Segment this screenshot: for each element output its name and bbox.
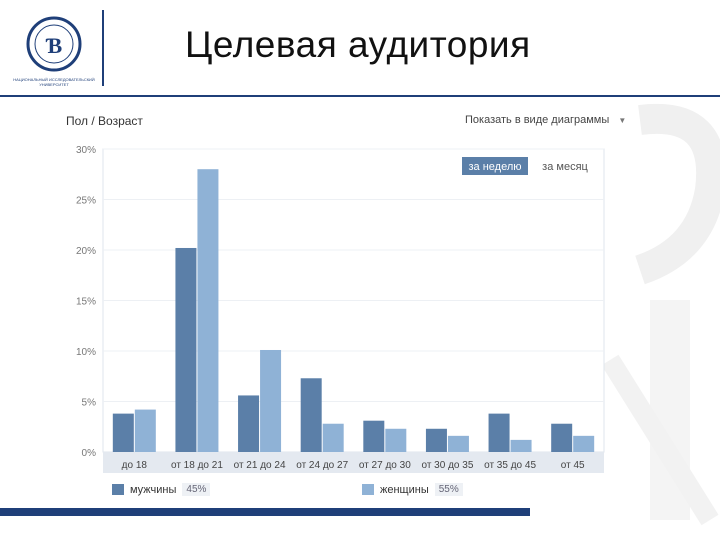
y-tick-label: 30%	[76, 145, 96, 156]
bar-men[interactable]	[300, 378, 322, 452]
x-axis-band	[103, 452, 604, 473]
tab-label: за месяц	[542, 161, 588, 173]
bar-women[interactable]	[322, 423, 344, 452]
legend-men[interactable]: мужчины 45%	[112, 483, 211, 496]
bar-men[interactable]	[488, 413, 510, 452]
footer-bar	[0, 508, 530, 516]
bar-men[interactable]	[363, 420, 385, 452]
y-tick-label: 25%	[76, 196, 96, 207]
y-tick-label: 20%	[76, 246, 96, 257]
bar-women[interactable]	[197, 169, 219, 452]
bar-women[interactable]	[510, 439, 532, 452]
tab-label: за неделю	[468, 161, 521, 173]
legend-men-label: мужчины	[130, 483, 177, 496]
chevron-down-icon: ▼	[618, 116, 627, 125]
bar-men[interactable]	[425, 428, 447, 452]
y-tick-label: 5%	[82, 398, 97, 409]
x-tick-label: от 21 до 24	[234, 460, 286, 471]
hse-logo-icon: Ɓ НАЦИОНАЛЬНЫЙ ИССЛЕДОВАТЕЛЬСКИЙ УНИВЕРС…	[13, 16, 95, 87]
legend-women-percent: 55%	[434, 483, 463, 496]
bar-women[interactable]	[447, 435, 469, 452]
legend-women-label: женщины	[380, 483, 429, 496]
view-mode-dropdown[interactable]: Показать в виде диаграммы ▼	[465, 114, 626, 126]
x-tick-label: от 35 до 45	[484, 460, 536, 471]
x-tick-label: от 45	[561, 460, 585, 471]
y-tick-label: 10%	[76, 347, 96, 358]
legend-men-percent: 45%	[182, 483, 211, 496]
view-mode-label: Показать в виде диаграммы	[465, 114, 610, 126]
bar-women[interactable]	[573, 435, 595, 452]
legend-men-swatch	[112, 484, 124, 495]
bar-men[interactable]	[112, 413, 134, 452]
chart-title: Пол / Возраст	[66, 114, 143, 128]
bar-women[interactable]	[134, 409, 156, 452]
header-rule	[0, 95, 720, 97]
legend-women-swatch	[362, 484, 374, 495]
tab-active-background	[462, 157, 528, 175]
tab-week[interactable]: за неделю	[462, 157, 528, 175]
bar-men[interactable]	[551, 423, 573, 452]
legend-women[interactable]: женщины 55%	[362, 483, 463, 496]
x-tick-label: от 24 до 27	[296, 460, 348, 471]
bar-women[interactable]	[385, 428, 407, 452]
y-tick-label: 0%	[82, 448, 97, 459]
tab-month[interactable]: за месяц	[542, 161, 588, 173]
logo-caption-line1: НАЦИОНАЛЬНЫЙ ИССЛЕДОВАТЕЛЬСКИЙ	[13, 77, 95, 82]
x-tick-label: от 18 до 21	[171, 460, 223, 471]
x-tick-label: от 27 до 30	[359, 460, 411, 471]
bar-women[interactable]	[260, 349, 282, 452]
bar-men[interactable]	[238, 395, 260, 452]
x-tick-label: от 30 до 35	[421, 460, 473, 471]
watermark-graphic	[601, 103, 720, 526]
slide-title: Целевая аудитория	[185, 24, 531, 65]
bar-men[interactable]	[175, 247, 197, 452]
logo-separator	[102, 10, 104, 86]
x-tick-label: до 18	[122, 460, 148, 471]
y-tick-label: 15%	[76, 297, 96, 308]
svg-text:Ɓ: Ɓ	[46, 33, 63, 58]
logo-caption-line2: УНИВЕРСИТЕТ	[39, 82, 69, 87]
